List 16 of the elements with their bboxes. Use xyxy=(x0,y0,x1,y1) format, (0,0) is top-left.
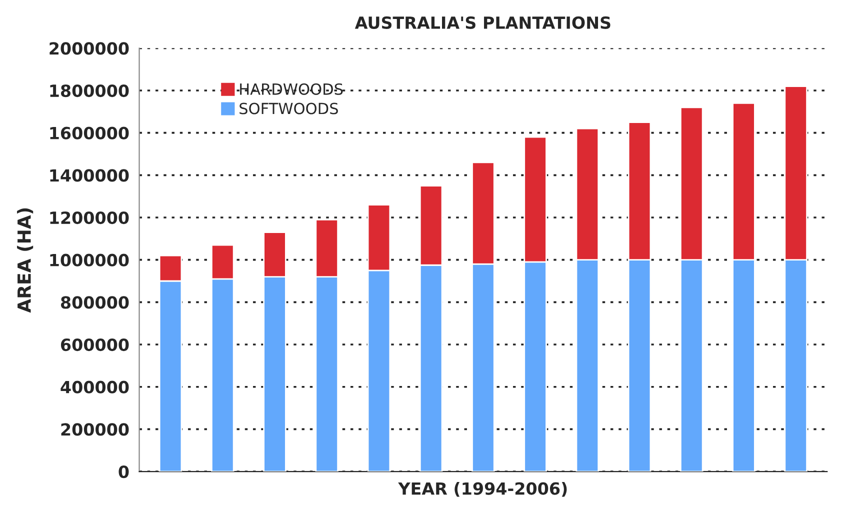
y-tick-label: 0 xyxy=(118,465,129,478)
chart-title: AUSTRALIA'S PLANTATIONS xyxy=(354,16,610,29)
y-tick-label: 1600000 xyxy=(50,126,129,140)
y-axis-title: AREA (HA) xyxy=(17,208,34,313)
legend-label: SOFTWOODS xyxy=(240,102,338,114)
x-axis-title: YEAR (1994-2006) xyxy=(398,482,567,497)
y-tick-label: 1000000 xyxy=(50,254,129,266)
legend-label: HARDWOODS xyxy=(240,83,343,95)
y-tick-label: 1400000 xyxy=(50,169,129,182)
y-tick-label: 1200000 xyxy=(50,211,129,224)
y-tick-label: 2000000 xyxy=(50,42,129,55)
y-tick-label: 200000 xyxy=(61,423,129,436)
y-tick-label: 1800000 xyxy=(50,84,129,98)
y-tick-label: 600000 xyxy=(60,338,129,352)
y-tick-label: 800000 xyxy=(60,296,129,309)
y-tick-label: 400000 xyxy=(60,380,129,394)
